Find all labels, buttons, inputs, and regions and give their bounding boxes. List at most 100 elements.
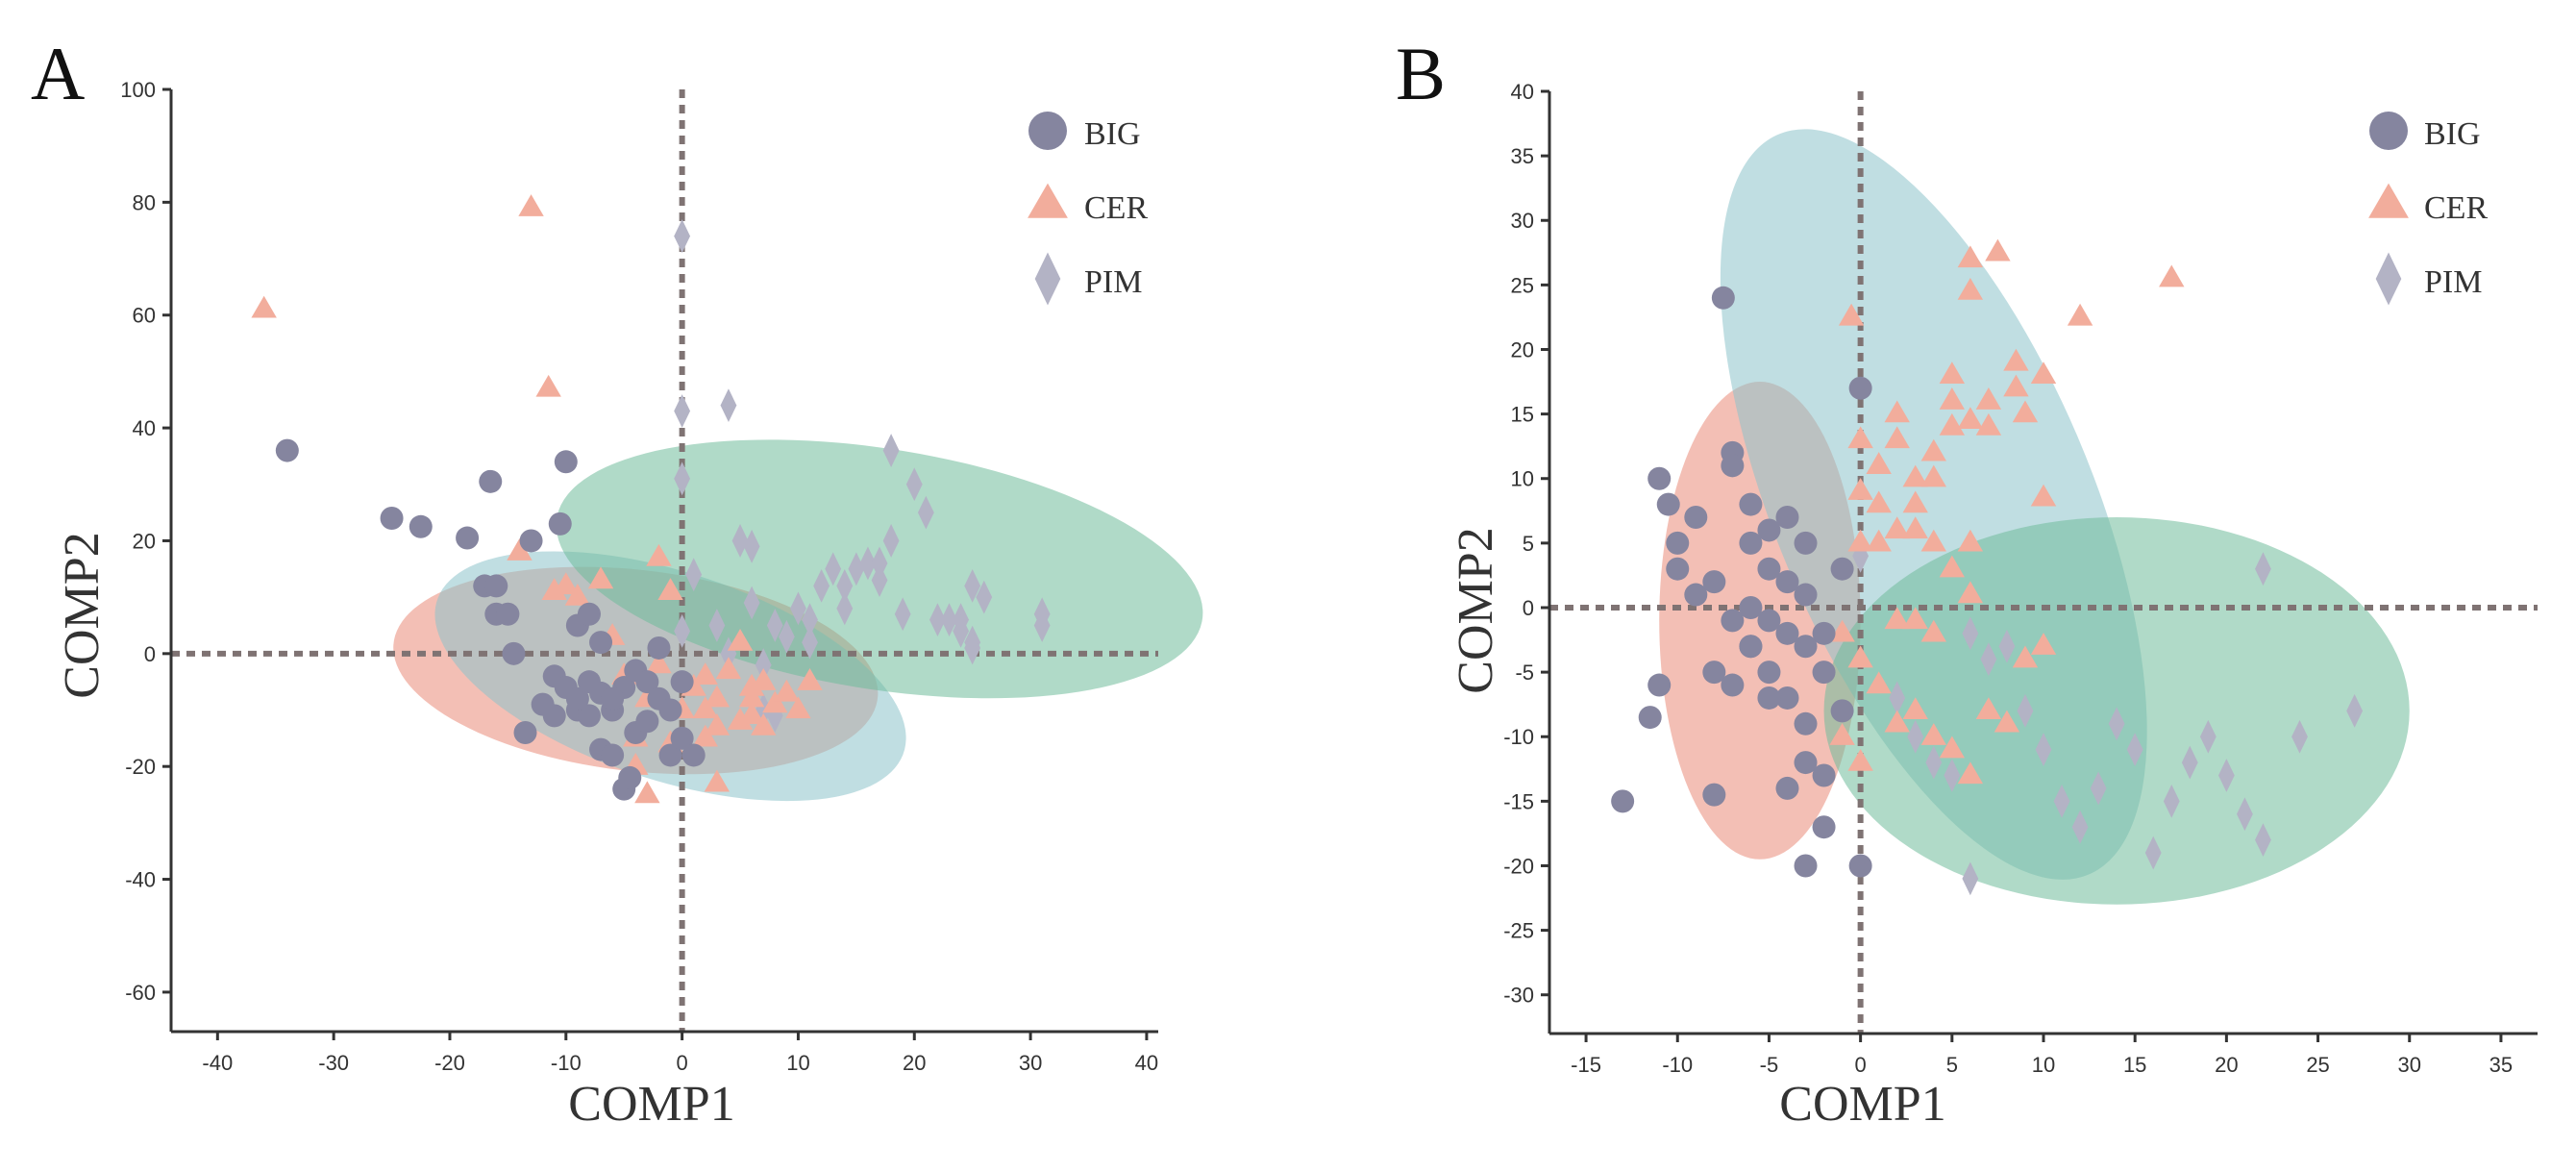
panel-b-point-big bbox=[1656, 492, 1680, 516]
panel-a-point-big bbox=[658, 743, 682, 767]
panel-a-point-cer bbox=[634, 781, 660, 804]
panel-b-ytick-label: -25 bbox=[1503, 919, 1534, 943]
panel-b-point-cer bbox=[1902, 697, 1928, 720]
panel-a-legend-marker-big bbox=[1028, 112, 1067, 150]
panel-b-point-pim bbox=[2144, 835, 2162, 870]
panel-b-point-cer bbox=[1957, 245, 1984, 268]
panel-b-point-cer bbox=[2067, 303, 2093, 326]
panel-a-xtick-label: 0 bbox=[676, 1051, 687, 1075]
panel-a-point-big bbox=[647, 636, 671, 660]
panel-a-point-pim bbox=[882, 434, 900, 467]
panel-a-point-cer bbox=[646, 543, 672, 566]
panel-b-point-cer bbox=[2030, 484, 2057, 507]
panel-b-point-big bbox=[1830, 699, 1854, 723]
panel-b-xtick-label: 15 bbox=[2123, 1053, 2146, 1077]
panel-b-point-cer bbox=[1866, 490, 1892, 513]
panel-a-ytick-label: 100 bbox=[120, 78, 156, 102]
panel-b-legend-marker-cer bbox=[2368, 183, 2409, 218]
panel-a-point-pim bbox=[964, 569, 981, 603]
panel-a-point-big bbox=[601, 743, 625, 767]
panel-b-point-pim bbox=[2126, 733, 2143, 767]
panel-a-point-big bbox=[496, 602, 520, 626]
panel-b-point-cer bbox=[1847, 478, 1873, 500]
panel-a-point-pim bbox=[674, 394, 691, 428]
panel-a-point-pim bbox=[976, 580, 993, 614]
panel-b-legend-label-pim: PIM bbox=[2424, 264, 2482, 300]
panel-a-point-pim bbox=[813, 569, 830, 603]
panel-b-point-big bbox=[1812, 621, 1836, 645]
panel-b-point-big bbox=[1775, 570, 1799, 594]
panel-a-point-cer bbox=[251, 295, 277, 318]
panel-b-ylabel: COMP2 bbox=[1449, 527, 1503, 693]
panel-a-point-pim bbox=[731, 524, 749, 558]
panel-a-point-pim bbox=[848, 552, 865, 586]
panel-a-point-pim bbox=[836, 591, 854, 626]
panel-b-point-pim bbox=[2017, 693, 2034, 728]
panel-a-point-cer bbox=[692, 724, 718, 747]
panel-b-point-cer bbox=[2159, 264, 2185, 287]
panel-a-point-cer bbox=[518, 194, 544, 216]
panel-b-point-pim bbox=[2108, 707, 2125, 741]
panel-b-point-cer bbox=[1975, 697, 2002, 720]
panel-a-letter: A bbox=[31, 32, 85, 115]
panel-b-point-cer bbox=[1939, 555, 1966, 578]
panel-a-point-cer bbox=[535, 374, 561, 397]
panel-a-ytick-label: 80 bbox=[133, 190, 156, 214]
panel-a-ytick-label: -40 bbox=[125, 868, 156, 892]
panel-a-point-cer bbox=[657, 578, 683, 600]
panel-b-point-cer bbox=[1975, 412, 2002, 436]
panel-b-xlabel: COMP1 bbox=[1779, 1077, 1945, 1132]
panel-a-point-cer bbox=[727, 628, 754, 651]
panel-b-point-cer bbox=[1957, 277, 1984, 300]
panel-b-point-cer bbox=[1920, 438, 1946, 461]
panel-b-legend: BIG CER PIM bbox=[2368, 112, 2488, 306]
panel-a-point-pim bbox=[720, 388, 737, 423]
panel-b-xtick-label: 20 bbox=[2215, 1053, 2238, 1077]
panel-b-point-cer bbox=[1884, 710, 1910, 733]
panel-b-point-cer bbox=[1902, 516, 1928, 539]
panel-a-legend: BIG CER PIM bbox=[1028, 112, 1148, 306]
panel-b-point-big bbox=[1794, 711, 1818, 736]
panel-a-point-cer bbox=[774, 679, 800, 702]
panel-b-point-big bbox=[1711, 286, 1735, 310]
panel-b-point-cer bbox=[1975, 387, 2002, 410]
panel-b-point-big bbox=[1684, 506, 1708, 530]
panel-b-ytick-label: -5 bbox=[1515, 661, 1534, 685]
panel-b-point-big bbox=[1638, 706, 1662, 730]
panel-a-ytick-label: 20 bbox=[133, 529, 156, 553]
panel-b-point-big bbox=[1812, 661, 1836, 685]
panel-b-ytick-label: 20 bbox=[1511, 337, 1534, 362]
panel-b-letter: B bbox=[1396, 32, 1446, 115]
panel-b-xtick-label: 35 bbox=[2489, 1053, 2513, 1077]
panel-a-point-big bbox=[409, 514, 433, 538]
panel-a-point-pim bbox=[917, 495, 934, 530]
panel-a-point-pim bbox=[859, 546, 877, 581]
panel-b-point-cer bbox=[1939, 362, 1966, 385]
panel-a-point-big bbox=[565, 686, 589, 711]
panel-b-axes: -15 -10 -5 0 5 10 15 20 25 30 35 -30 -25 -20 -15 -10 -5 0… bbox=[1503, 80, 2538, 1077]
panel-a-point-pim bbox=[929, 603, 946, 637]
panel-b-point-pim bbox=[2035, 733, 2052, 767]
panel-a-point-pim bbox=[674, 219, 691, 253]
panel-b-point-big bbox=[1812, 763, 1836, 787]
panel-b-point-big bbox=[1775, 506, 1799, 530]
panel-b-point-pim bbox=[2199, 719, 2217, 754]
panel-b-point-cer bbox=[1884, 607, 1910, 630]
panel-a-xtick-label: 20 bbox=[903, 1051, 926, 1075]
panel-b-point-big bbox=[1794, 583, 1818, 607]
panel-b-point-cer bbox=[1866, 671, 1892, 694]
panel-b-point-cer bbox=[1985, 238, 2011, 262]
panel-b-ytick-label: 35 bbox=[1511, 144, 1534, 168]
panel-a-point-big bbox=[548, 511, 572, 536]
panel-b-point-pim bbox=[2291, 719, 2308, 754]
panel-a-point-cer bbox=[587, 566, 614, 589]
panel-b-point-pim bbox=[2053, 784, 2070, 818]
panel-b-point-big bbox=[1611, 789, 1635, 813]
panel-a-point-cer bbox=[751, 712, 777, 736]
panel-b-point-big bbox=[1757, 686, 1781, 710]
panel-b-point-pim bbox=[1962, 616, 1979, 651]
panel-b-ytick-label: 0 bbox=[1523, 596, 1534, 620]
panel-a-point-pim bbox=[743, 529, 760, 563]
panel-b-point-pim bbox=[1998, 629, 2016, 663]
panel-a-ytick-label: 0 bbox=[144, 642, 156, 666]
